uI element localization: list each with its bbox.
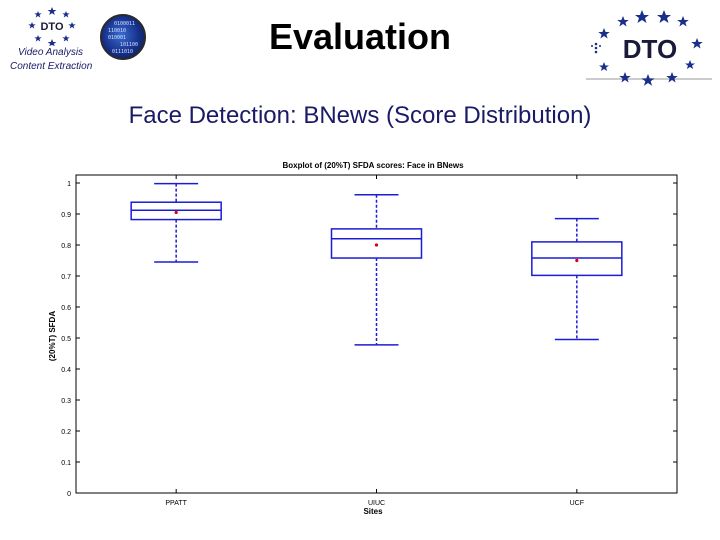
- iqr-box: [330, 228, 423, 259]
- x-tick-label: PPATT: [165, 500, 187, 507]
- slide-subtitle: Face Detection: BNews (Score Distributio…: [128, 102, 592, 129]
- disc-bits: 101100: [120, 42, 139, 48]
- y-tick-label: 0.4: [61, 367, 71, 374]
- dto-logo-text: DTO: [623, 34, 677, 64]
- dto-badge-small: DTO: [28, 7, 76, 46]
- y-tick-label: 1: [67, 181, 71, 188]
- disc-bits: 0111010: [112, 49, 134, 55]
- y-tick-label: 0.2: [61, 429, 71, 436]
- mean-marker: [174, 210, 178, 215]
- x-tick-label: UCF: [570, 500, 584, 507]
- y-tick-label: 0.3: [61, 398, 71, 405]
- page-title: Evaluation: [268, 16, 452, 57]
- box-ucf: [531, 217, 623, 341]
- data-disc-icon: 0100011 110010 010001 101100 0111010: [100, 14, 146, 60]
- boxplot-chart: Boxplot of (20%T) SFDA scores: Face in B…: [48, 161, 678, 516]
- y-tick-label: 0.8: [61, 243, 71, 250]
- logo-line-content-extraction: Content Extraction: [10, 61, 93, 72]
- small-dots: [591, 42, 601, 54]
- dto-logo: DTO: [586, 10, 712, 86]
- y-tick-label: 0: [67, 491, 71, 498]
- x-tick-label: UIUC: [368, 500, 385, 507]
- logo-line-video-analysis: Video Analysis: [18, 47, 84, 58]
- badge-text: DTO: [40, 21, 63, 33]
- chart-title: Boxplot of (20%T) SFDA scores: Face in B…: [282, 161, 464, 170]
- mean-marker: [374, 243, 379, 247]
- box-ppatt: [130, 182, 222, 263]
- y-axis-label: (20%T) SFDA: [48, 311, 57, 361]
- disc-bits: 010001: [108, 35, 127, 41]
- vace-logo: DTO 0100011 110010 010001 101100 0111010…: [4, 2, 146, 72]
- y-tick-label: 0.1: [61, 460, 71, 467]
- x-axis-label: Sites: [363, 507, 383, 516]
- x-axis: PPATT UIUC UCF: [165, 175, 584, 507]
- disc-bits: 110010: [108, 28, 127, 34]
- disc-bits: 0100011: [114, 21, 136, 27]
- mean-marker: [575, 258, 579, 263]
- star-ring: [598, 10, 703, 86]
- y-tick-label: 0.7: [61, 274, 71, 281]
- y-tick-label: 0.5: [61, 336, 71, 343]
- y-tick-label: 0.9: [61, 212, 71, 219]
- boxes: [130, 182, 623, 346]
- y-axis: 0 0.1 0.2 0.3 0.4 0.5 0.6 0.7 0.8 0.9 1: [61, 181, 677, 498]
- y-tick-label: 0.6: [61, 305, 71, 312]
- box-uiuc: [330, 194, 423, 346]
